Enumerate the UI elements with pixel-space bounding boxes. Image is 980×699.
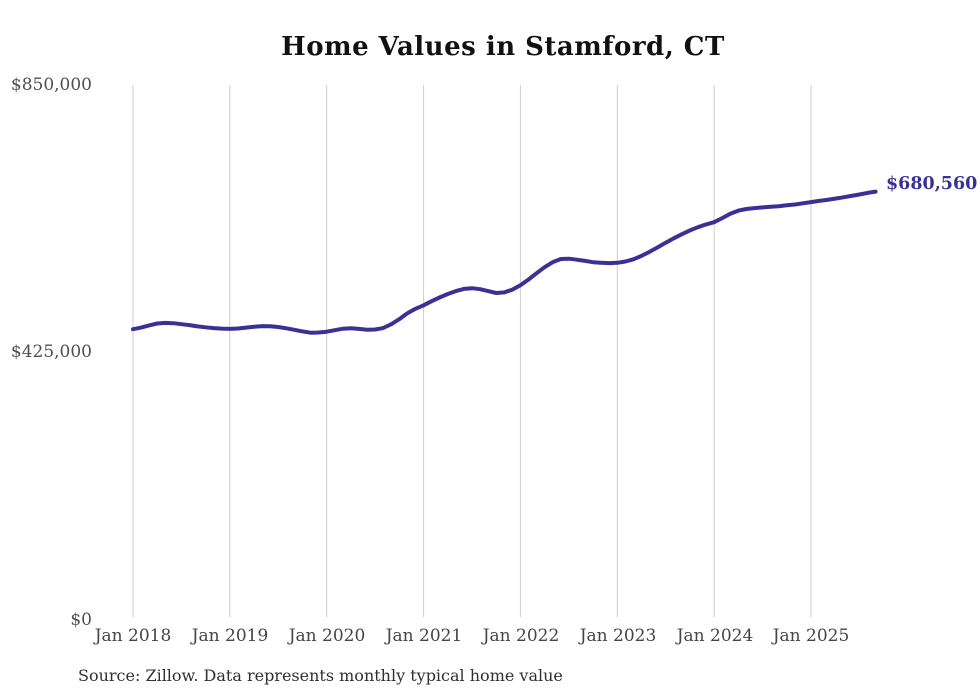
chart-title: Home Values in Stamford, CT — [281, 32, 725, 62]
x-tick-label-2023: Jan 2023 — [579, 626, 657, 646]
x-tick-label-2020: Jan 2020 — [288, 626, 366, 646]
x-tick-label-2022: Jan 2022 — [482, 626, 560, 646]
end-value-label: $680,560 — [886, 174, 978, 194]
home-value-line — [131, 189, 878, 335]
x-tick-label-2021: Jan 2021 — [385, 626, 463, 646]
x-tick-label-2024: Jan 2024 — [676, 626, 754, 646]
y-tick-label-0: $0 — [70, 610, 92, 630]
x-tick-label-2025: Jan 2025 — [772, 626, 850, 646]
x-tick-label-2018: Jan 2018 — [94, 626, 172, 646]
source-note: Source: Zillow. Data represents monthly … — [78, 666, 563, 685]
x-tick-label-2019: Jan 2019 — [191, 626, 269, 646]
y-tick-label-425000: $425,000 — [10, 342, 92, 362]
y-tick-label-850000: $850,000 — [10, 75, 92, 95]
